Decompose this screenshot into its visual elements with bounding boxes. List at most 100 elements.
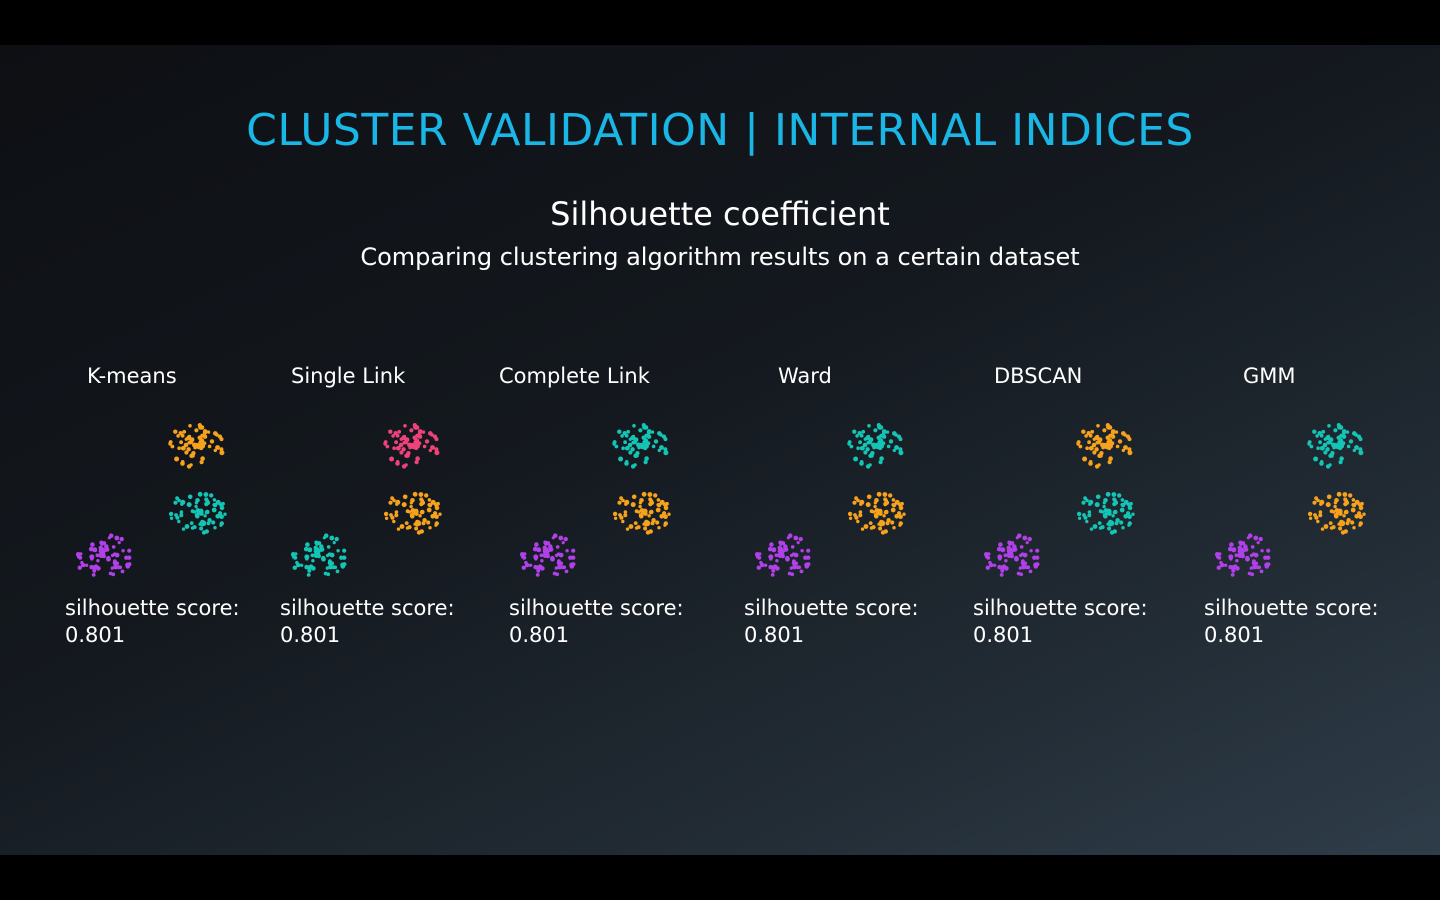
data-point [1333,504,1337,509]
data-point [1358,450,1364,456]
cluster-purple [519,533,576,577]
data-point [806,548,811,553]
data-point [198,509,204,514]
data-point [409,513,415,518]
data-point [313,546,319,552]
data-point [201,520,206,525]
data-point [898,447,903,452]
data-point [755,554,760,559]
data-point [334,536,339,542]
data-point [633,463,637,467]
data-point [859,460,864,464]
data-point [397,429,402,434]
data-point [1008,542,1012,546]
data-point [1252,559,1256,563]
data-point [110,566,114,570]
data-point [987,552,991,556]
data-point [1253,535,1259,541]
data-point [219,514,224,519]
data-point [1351,503,1355,507]
data-point [1102,501,1107,505]
data-point [304,554,310,560]
data-point [401,502,407,508]
cluster-teal [1307,423,1364,469]
cluster-orange [168,423,225,469]
data-point [1307,440,1312,444]
slide-title: CLUSTER VALIDATION | INTERNAL INDICES [246,105,1194,156]
data-point [659,499,665,505]
data-point [215,514,220,519]
data-point [1312,429,1317,434]
data-point [203,492,209,497]
data-point [1081,429,1086,434]
data-point [1115,518,1120,523]
data-point [169,516,174,520]
data-point [544,542,548,546]
data-point [1121,526,1125,530]
data-point [1106,443,1111,448]
data-point [1105,491,1111,497]
data-point [1358,447,1363,452]
data-point [644,433,649,438]
data-point [868,437,873,442]
data-point [877,522,881,526]
data-point [1216,565,1221,570]
score-label: silhouette score: [1204,596,1379,620]
data-point [633,437,638,442]
data-point [624,446,629,451]
data-point [291,554,296,559]
data-point [398,442,404,448]
data-point [877,509,883,514]
data-point [98,546,104,552]
data-point [173,500,178,505]
data-point [426,507,432,513]
data-point [646,430,651,435]
data-point [649,509,654,515]
cluster-teal [290,533,347,577]
data-point [179,513,184,518]
data-point [1231,547,1237,553]
data-point [868,463,872,467]
data-point [119,536,124,542]
data-point [113,559,117,563]
data-point [177,519,181,524]
data-point [1025,541,1029,545]
data-point [630,447,635,452]
score-label: silhouette score: [65,596,240,620]
data-point [428,448,432,453]
data-point [656,498,661,502]
data-point [198,522,202,526]
data-point [898,514,903,519]
data-point [388,429,393,434]
data-point [403,424,407,428]
data-point [655,507,661,513]
data-point [305,542,310,547]
data-point [205,509,210,515]
data-point [1113,509,1118,515]
data-point [852,500,857,505]
data-point [642,522,646,526]
data-point [1111,492,1117,497]
data-point [848,516,853,520]
data-point [1003,553,1008,558]
score-value: 0.801 [509,623,570,647]
data-point [399,450,404,455]
data-point [184,524,190,529]
data-point [1107,460,1112,465]
data-point [1344,499,1349,503]
data-point [858,440,862,445]
data-point [621,446,625,450]
data-point [1123,514,1128,519]
data-point [571,555,576,560]
data-point [555,572,560,577]
data-point [1129,501,1133,506]
data-point [438,512,442,516]
data-point [399,524,405,529]
data-point [430,499,436,505]
data-point [847,440,852,444]
data-point [1316,446,1320,450]
data-point [645,520,650,525]
data-point [1021,559,1025,563]
data-point [663,437,668,442]
data-point [1337,509,1343,514]
